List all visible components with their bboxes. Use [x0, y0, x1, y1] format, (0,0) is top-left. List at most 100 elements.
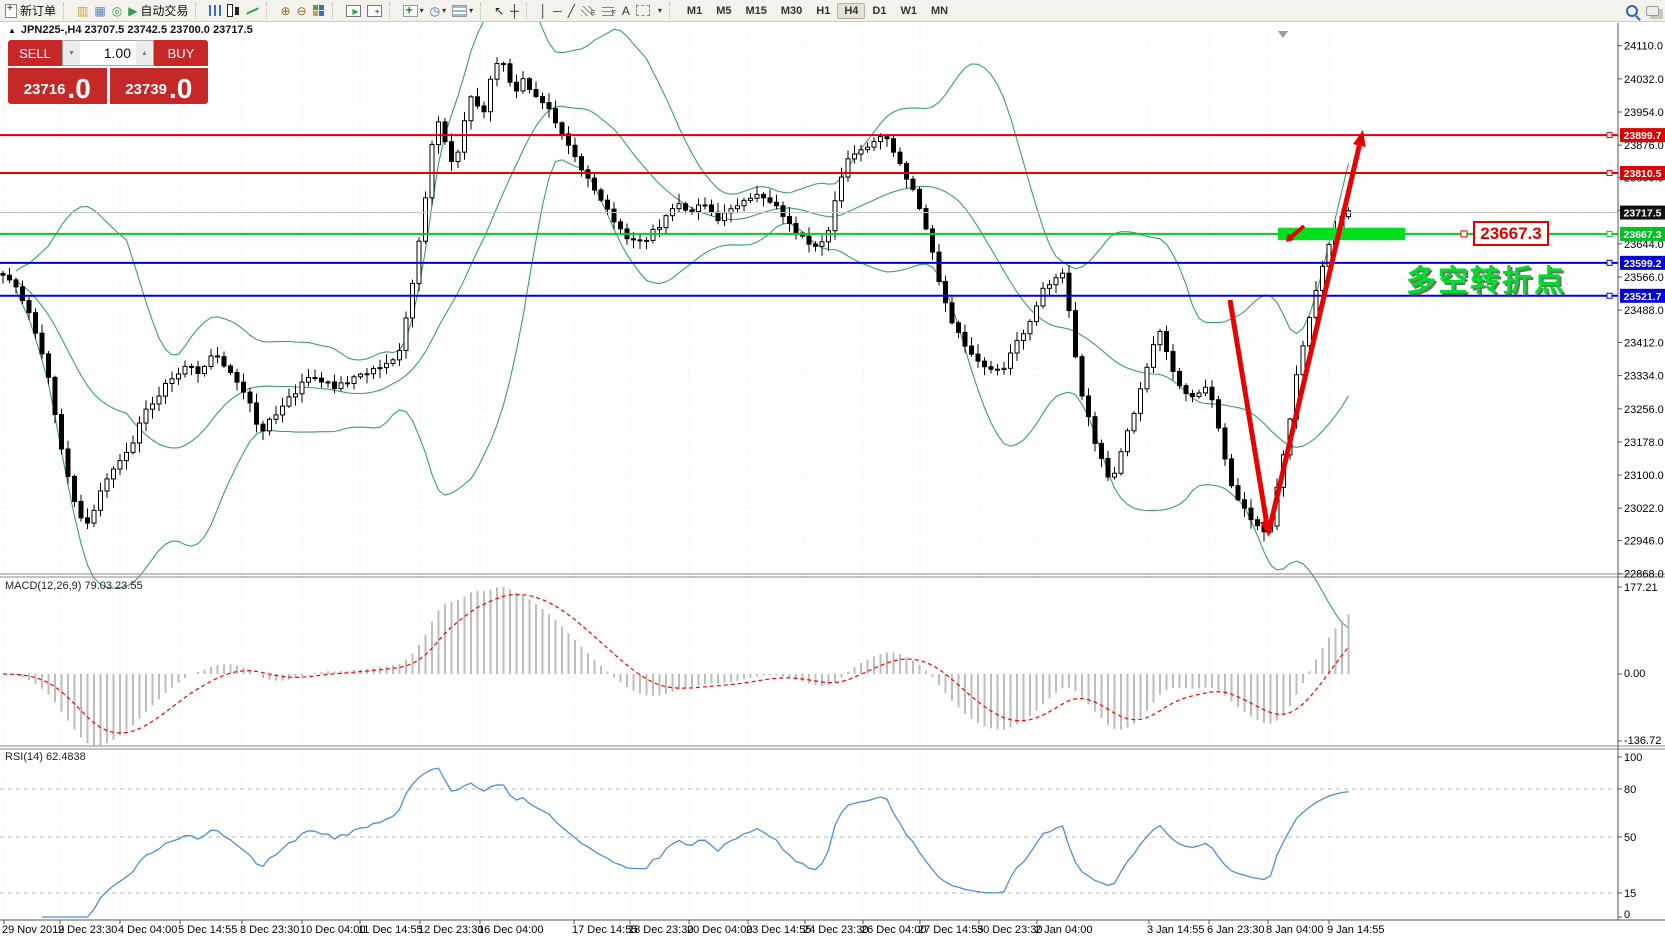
cursor-icon[interactable]: ↖ [494, 3, 505, 18]
search-icon[interactable] [1626, 4, 1638, 17]
candle-chart-icon[interactable] [224, 1, 243, 21]
date-tick-label: 26 Dec 04:00 [861, 924, 926, 936]
price-tick-label: 22946.0 [1624, 536, 1664, 548]
timeframe-button-h1[interactable]: H1 [816, 4, 831, 17]
chart-shift-marker[interactable] [1278, 31, 1288, 38]
templates-icon[interactable]: ▾ [449, 1, 476, 21]
vertical-line-icon[interactable]: │ [539, 3, 548, 18]
date-tick-label: 24 Dec 23:30 [803, 924, 868, 936]
date-tick-label: 20 Dec 04:00 [687, 924, 752, 936]
text-icon[interactable]: A [621, 3, 630, 18]
rsi-line [42, 767, 1349, 918]
toolbar-separator [195, 2, 203, 19]
new-order-button[interactable]: 新订单 [2, 1, 59, 21]
timeframe-button-m30[interactable]: M30 [780, 4, 803, 17]
trendline-icon[interactable]: ╱ [567, 3, 575, 18]
new-order-button [5, 3, 17, 18]
price-badge-23599.2 [1620, 255, 1665, 270]
price-axis[interactable]: 24110.024032.023954.023876.023800.023722… [1618, 41, 1665, 921]
pane-separators[interactable] [0, 23, 1665, 921]
price-tick-label: 23334.0 [1624, 371, 1664, 383]
trend-arrow-objects[interactable] [1227, 130, 1366, 537]
volume-value[interactable]: 1.00 [103, 45, 131, 61]
data-window-icon[interactable]: ▦ [94, 3, 106, 18]
svg-text:23521.7: 23521.7 [1624, 291, 1662, 303]
new-chart-window-icon[interactable] [343, 1, 364, 21]
channel-icon[interactable]: E [578, 1, 599, 21]
buy-price-fraction: .0 [168, 72, 193, 104]
hline-handle[interactable] [1606, 230, 1613, 237]
rsi-tick-label: 80 [1624, 784, 1636, 796]
tile-windows-icon[interactable] [310, 1, 328, 21]
turning-point-annotation[interactable]: 多空转折点 [1406, 265, 1566, 298]
hline-handle[interactable] [1606, 132, 1613, 139]
channel-icon [580, 5, 593, 16]
price-tick-label: 23100.0 [1624, 470, 1664, 482]
horizontal-line-objects[interactable] [0, 132, 1618, 299]
macd-tick-label: 0.00 [1624, 668, 1645, 680]
one-click-toggle-icon[interactable]: ▲ [8, 26, 16, 35]
fibonacci-icon[interactable]: F [599, 1, 619, 21]
timeframe-button-d1[interactable]: D1 [872, 4, 887, 17]
text-label-icon[interactable] [633, 1, 653, 21]
macd-tick-label: 177.21 [1624, 582, 1658, 594]
small-arrow-line[interactable] [1287, 224, 1306, 241]
timeframe-button-mn[interactable]: MN [930, 4, 949, 17]
toolbar-separator [388, 2, 397, 19]
toolbar-separator [266, 2, 274, 19]
timeframe-button-m5[interactable]: M5 [716, 4, 732, 17]
zoom-out-icon[interactable]: ⊖ [296, 3, 307, 18]
hline-handle[interactable] [1606, 292, 1613, 299]
volume-up-button[interactable]: ▲ [136, 41, 153, 65]
indicators-icon[interactable]: ▾ [400, 1, 427, 21]
price-tag-anchor[interactable] [1460, 230, 1468, 238]
tile-windows-icon [312, 5, 318, 10]
rsi-tick-label: 50 [1624, 832, 1636, 844]
svg-text:23899.7: 23899.7 [1624, 130, 1662, 142]
horizontal-line-icon[interactable]: ─ [553, 3, 562, 18]
rsi-tick-label: 100 [1624, 752, 1642, 764]
toolbar-separator [331, 2, 340, 19]
green-zone-rectangle[interactable] [1278, 227, 1405, 241]
candle-chart-icon [227, 4, 240, 17]
timeframe-button-m1[interactable]: M1 [686, 4, 703, 17]
line-chart-icon[interactable] [243, 1, 262, 21]
hline-handle[interactable] [1606, 170, 1613, 177]
price-tick-label: 23178.0 [1624, 437, 1664, 449]
profiles-icon[interactable] [364, 1, 385, 21]
volume-down-button[interactable]: ▼ [63, 41, 80, 65]
bar-chart-icon[interactable] [206, 1, 224, 21]
buy-price[interactable]: 23739 .0 [109, 68, 208, 104]
hline-handle[interactable] [1606, 259, 1613, 266]
fibonacci-icon [601, 5, 614, 16]
text-label-icon [635, 5, 650, 16]
sell-button[interactable]: SELL [8, 40, 62, 66]
trend-arrow-head[interactable] [1353, 130, 1366, 148]
timeframe-button-m15[interactable]: M15 [745, 4, 767, 17]
buy-price-main: 23739 [125, 81, 167, 98]
zoom-in-icon[interactable]: ⊕ [280, 3, 291, 18]
price-tag-label[interactable]: 23667.3 [1473, 221, 1549, 246]
date-tick-label: 6 Jan 23:30 [1207, 924, 1265, 936]
price-badge-23810.5 [1620, 166, 1665, 181]
periods-icon[interactable]: ◷ ▾ [429, 3, 447, 18]
navigator-icon[interactable]: ◎ [111, 3, 123, 18]
profiles-icon [366, 4, 382, 17]
sell-price[interactable]: 23716 .0 [8, 68, 107, 104]
sell-price-fraction: .0 [67, 72, 91, 104]
crosshair-icon[interactable]: ┼ [510, 3, 519, 18]
trend-arrow-line[interactable] [1227, 299, 1269, 522]
timeframe-button-h4[interactable]: H4 [837, 2, 866, 19]
buy-button[interactable]: BUY [154, 40, 208, 66]
small-arrow-head[interactable] [1286, 233, 1294, 242]
trend-arrow-line[interactable] [1266, 145, 1362, 532]
rsi-tick-label: 0 [1624, 909, 1630, 921]
market-watch-icon[interactable]: ▥ [77, 3, 89, 18]
chat-icon[interactable] [1646, 5, 1659, 16]
autotrading-button[interactable]: ▶ 自动交易 [128, 3, 189, 18]
macd-signal-line [2, 593, 1349, 734]
arrows-icon[interactable]: ▾ [657, 6, 662, 15]
timeframe-button-w1[interactable]: W1 [900, 4, 917, 17]
